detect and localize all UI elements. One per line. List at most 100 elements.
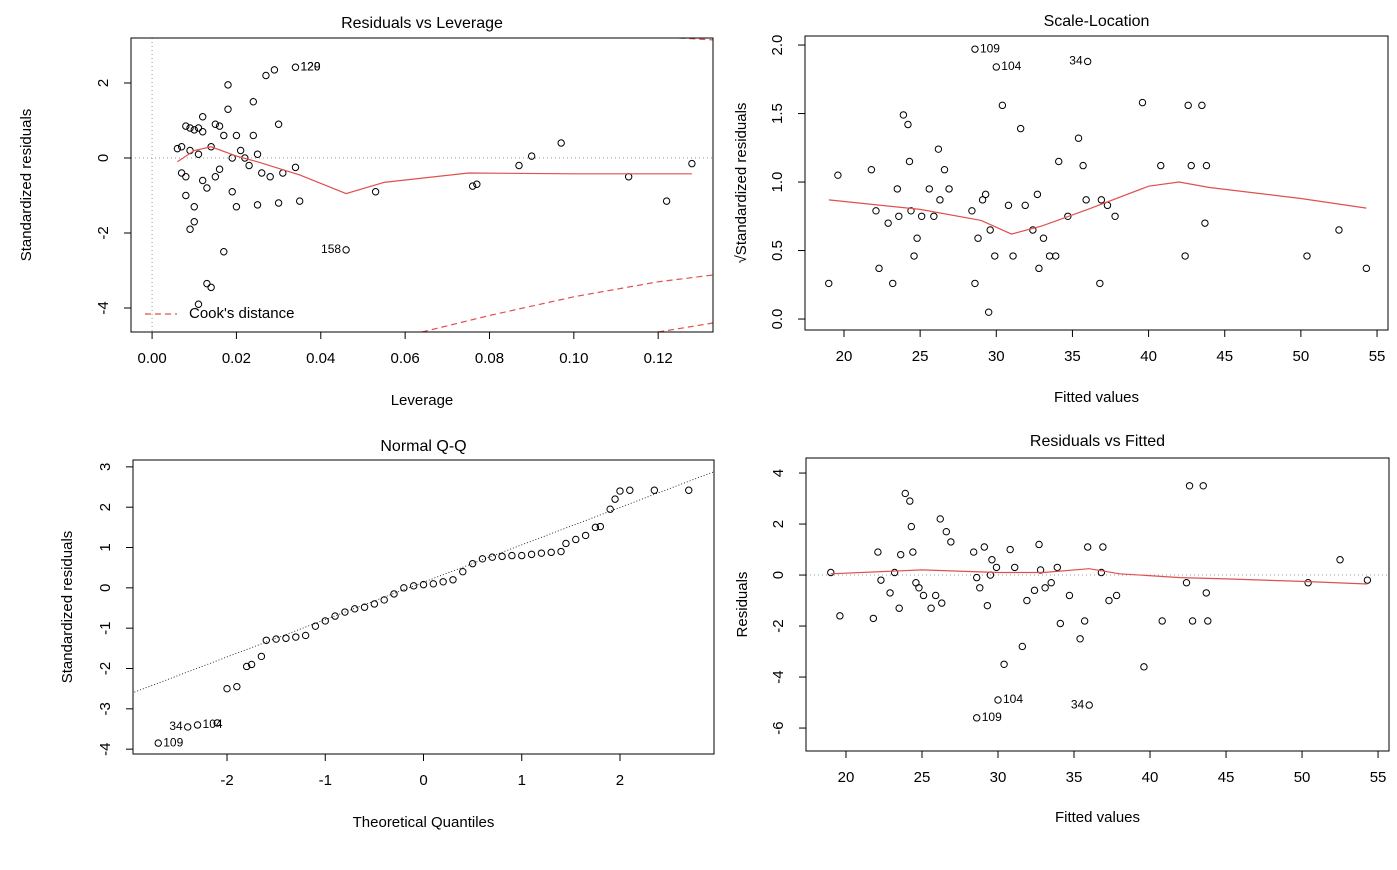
point (1202, 161, 1211, 170)
point (1000, 660, 1008, 668)
point (624, 173, 633, 181)
point (190, 218, 198, 226)
y-tick-label: 0 (95, 154, 112, 162)
smooth-line (830, 568, 1368, 585)
point (220, 248, 228, 256)
y-axis-label: Residuals (734, 572, 751, 638)
point (198, 113, 207, 121)
point (895, 212, 903, 220)
plot-frame (804, 35, 1389, 331)
point (1004, 201, 1013, 210)
point (938, 599, 946, 607)
point (215, 122, 224, 130)
point-label: 109 (980, 41, 1000, 55)
point (827, 568, 835, 577)
x-axis-label: Leverage (391, 392, 454, 409)
point (547, 548, 555, 557)
point (904, 120, 912, 129)
chart-title: Residuals vs Leverage (341, 15, 503, 32)
point (973, 714, 981, 722)
plot-area (825, 45, 1371, 316)
point (194, 150, 203, 158)
x-axis-label: Fitted values (1054, 389, 1139, 406)
point (1009, 252, 1017, 260)
point (1030, 586, 1039, 595)
y-tick-label: -2 (97, 662, 114, 675)
point (1304, 578, 1312, 587)
point (190, 203, 198, 211)
point (889, 279, 897, 288)
point (182, 191, 190, 200)
point (557, 547, 565, 556)
point (228, 188, 236, 196)
x-tick-label: 0 (419, 772, 427, 789)
point (266, 173, 274, 181)
x-tick-label: 0.02 (222, 350, 251, 367)
point (925, 185, 933, 193)
point (988, 556, 996, 564)
x-axis-label: Fitted values (1055, 809, 1140, 826)
point (190, 126, 198, 134)
point (877, 576, 885, 584)
point (1362, 264, 1371, 273)
point (685, 486, 693, 494)
point (341, 608, 349, 616)
legend-label: Cook's distance (189, 305, 294, 322)
curve (658, 322, 713, 332)
x-tick-label: 55 (1369, 348, 1386, 365)
x-tick-label: 35 (1066, 769, 1083, 786)
point (942, 527, 951, 536)
plot-frame (132, 459, 715, 755)
point (211, 120, 220, 128)
point (203, 184, 211, 192)
point (1047, 578, 1055, 587)
point (936, 196, 944, 204)
point (1138, 98, 1147, 107)
point (282, 634, 290, 642)
point (910, 252, 918, 260)
point (969, 548, 978, 556)
point (897, 550, 905, 559)
point (968, 207, 976, 215)
point (981, 190, 990, 199)
point (247, 660, 256, 669)
point (557, 139, 565, 147)
point (291, 63, 300, 71)
point (1053, 563, 1061, 572)
x-tick-label: 50 (1293, 348, 1310, 365)
point (591, 523, 600, 532)
point (253, 150, 262, 158)
point-label: 34 (169, 719, 183, 733)
point (834, 171, 842, 179)
point (867, 166, 876, 174)
point (1188, 617, 1197, 625)
y-tick-label: -4 (97, 742, 114, 755)
point (232, 131, 241, 140)
point (1064, 212, 1072, 220)
x-tick-label: 0.08 (475, 350, 504, 367)
point (515, 161, 523, 170)
point (215, 165, 224, 173)
plot-area (131, 38, 713, 332)
y-tick-label: -2 (770, 619, 787, 632)
y-tick-label: -2 (95, 226, 112, 239)
point (986, 226, 994, 234)
point (1184, 101, 1192, 110)
x-axis-label: Theoretical Quantiles (353, 814, 495, 831)
point (449, 576, 457, 584)
point (930, 212, 938, 220)
point (1045, 252, 1054, 260)
y-tick-label: -1 (97, 622, 114, 635)
point (182, 173, 190, 181)
point (245, 161, 253, 170)
point (596, 522, 605, 531)
y-tick-label: 1.0 (769, 172, 786, 193)
point (1111, 212, 1119, 220)
y-tick-label: 0.0 (769, 309, 786, 330)
point (909, 548, 917, 556)
point (1018, 642, 1027, 651)
plot-frame (130, 37, 714, 333)
point (581, 531, 590, 540)
point (907, 522, 916, 531)
point (1096, 279, 1104, 288)
